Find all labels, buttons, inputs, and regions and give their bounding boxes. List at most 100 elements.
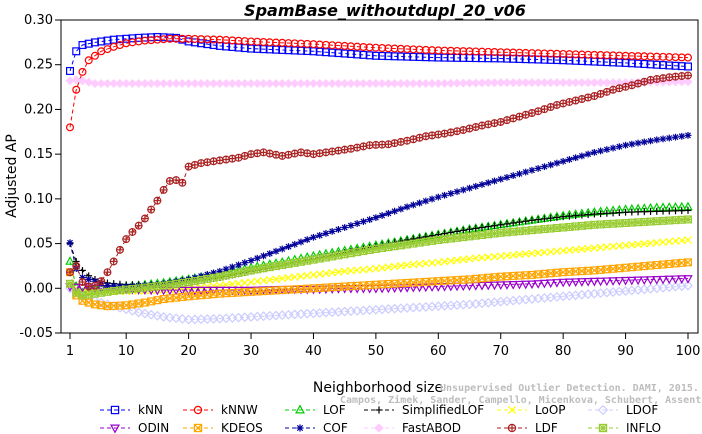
data-point-fastabod xyxy=(159,78,169,88)
data-point-loop xyxy=(615,242,624,250)
data-point-fastabod xyxy=(589,78,599,88)
legend-label: kNN xyxy=(138,403,163,417)
data-point-cof xyxy=(278,245,286,253)
data-point-loop xyxy=(347,266,355,275)
data-point-fastabod xyxy=(508,78,518,88)
data-point-loop xyxy=(484,253,493,261)
data-point-loop xyxy=(384,263,393,272)
chart-title: SpamBase_withoutdupl_20_v06 xyxy=(244,1,526,20)
data-point-lof xyxy=(65,256,75,265)
data-point-cof xyxy=(509,172,517,180)
data-point-odin xyxy=(489,281,500,291)
data-point-ldf xyxy=(78,278,87,287)
legend-item-inflo: INFLO xyxy=(588,421,661,434)
data-point-ldf xyxy=(478,121,487,130)
data-point-ldof xyxy=(152,310,163,321)
data-point-loop xyxy=(584,244,592,253)
data-point-cof xyxy=(559,157,567,165)
data-point-cof xyxy=(235,261,242,269)
data-point-simplifiedlof xyxy=(484,223,492,230)
data-point-odin xyxy=(258,286,269,296)
data-point-odin xyxy=(296,285,306,295)
data-point-fastabod xyxy=(465,78,475,88)
data-point-cof xyxy=(634,139,642,147)
data-point-loop xyxy=(553,247,561,256)
data-point-ldf xyxy=(446,128,455,137)
data-point-cof xyxy=(584,150,592,158)
data-point-cof xyxy=(253,254,261,262)
y-tick-label: 0.00 xyxy=(24,281,53,296)
y-tick-label: -0.05 xyxy=(19,326,53,341)
data-point-fastabod xyxy=(96,78,106,88)
data-point-loop xyxy=(409,260,418,269)
data-point-ldof xyxy=(177,313,188,324)
data-point-simplifiedlof xyxy=(547,214,555,222)
data-point-simplifiedlof xyxy=(603,209,611,217)
data-point-loop xyxy=(634,240,642,249)
data-point-simplifiedlof xyxy=(678,207,686,215)
data-point-ldf xyxy=(384,140,393,149)
legend-marker xyxy=(507,423,517,433)
data-point-cof xyxy=(359,218,367,225)
data-point-ldf xyxy=(340,145,349,154)
x-axis-label: Neighborhood size xyxy=(313,380,443,396)
data-point-cof xyxy=(609,144,617,152)
data-point-odin xyxy=(196,286,206,296)
data-point-fastabod xyxy=(677,77,687,87)
x-tick-label: 30 xyxy=(243,344,260,359)
data-point-cof xyxy=(528,166,536,174)
data-point-fastabod xyxy=(171,78,181,88)
data-point-fastabod xyxy=(552,78,562,88)
data-point-fastabod xyxy=(558,78,568,88)
data-point-cof xyxy=(272,247,280,255)
data-point-loop xyxy=(434,258,443,267)
data-point-cof xyxy=(578,152,586,160)
data-point-loop xyxy=(652,238,661,247)
data-point-loop xyxy=(640,239,649,248)
data-point-cof xyxy=(659,135,667,143)
data-point-knn xyxy=(683,62,692,71)
data-point-ldf xyxy=(147,205,156,214)
legend-marker xyxy=(597,404,609,416)
data-point-fastabod xyxy=(596,78,606,88)
data-point-simplifiedlof xyxy=(647,208,654,215)
data-point-cof xyxy=(228,263,236,271)
data-point-fastabod xyxy=(252,78,262,88)
data-point-odin xyxy=(408,283,419,293)
data-point-fastabod xyxy=(234,78,244,88)
data-point-odin xyxy=(402,284,412,293)
data-point-cof xyxy=(441,191,448,199)
data-point-ldf xyxy=(259,148,268,157)
x-axis: 1 10 20 30 40 50 60 70 80 90 100 xyxy=(66,333,700,359)
data-point-odin xyxy=(658,275,668,285)
data-point-loop xyxy=(515,250,524,259)
data-point-cof xyxy=(260,252,267,260)
data-point-fastabod xyxy=(271,78,281,88)
data-point-loop xyxy=(521,250,530,258)
watermark-line-2: Campos, Zimek, Sander, Campello, Micenko… xyxy=(340,394,702,406)
data-point-loop xyxy=(397,261,405,270)
data-point-fastabod xyxy=(458,78,468,88)
y-tick-label: 0.30 xyxy=(24,13,53,28)
data-point-ldf xyxy=(490,119,499,128)
data-point-simplifiedlof xyxy=(79,267,86,274)
data-point-fastabod xyxy=(471,78,481,88)
data-point-fastabod xyxy=(321,78,331,88)
data-point-fastabod xyxy=(571,78,581,88)
data-point-fastabod xyxy=(489,78,499,88)
data-point-odin xyxy=(427,283,437,293)
legend-label: ODIN xyxy=(138,421,169,434)
data-point-ldf xyxy=(122,235,131,244)
data-point-cof xyxy=(522,168,530,176)
legend-label: LoOP xyxy=(535,403,566,417)
data-point-fastabod xyxy=(346,78,356,88)
data-point-cof xyxy=(647,137,654,145)
data-point-simplifiedlof xyxy=(534,216,542,224)
data-point-odin xyxy=(414,283,425,293)
data-point-odin xyxy=(639,276,650,286)
data-point-odin xyxy=(520,280,531,290)
data-point-loop xyxy=(446,257,455,265)
y-tick-label: 0.20 xyxy=(24,102,53,117)
data-point-loop xyxy=(546,247,555,256)
data-point-cof xyxy=(422,197,430,205)
